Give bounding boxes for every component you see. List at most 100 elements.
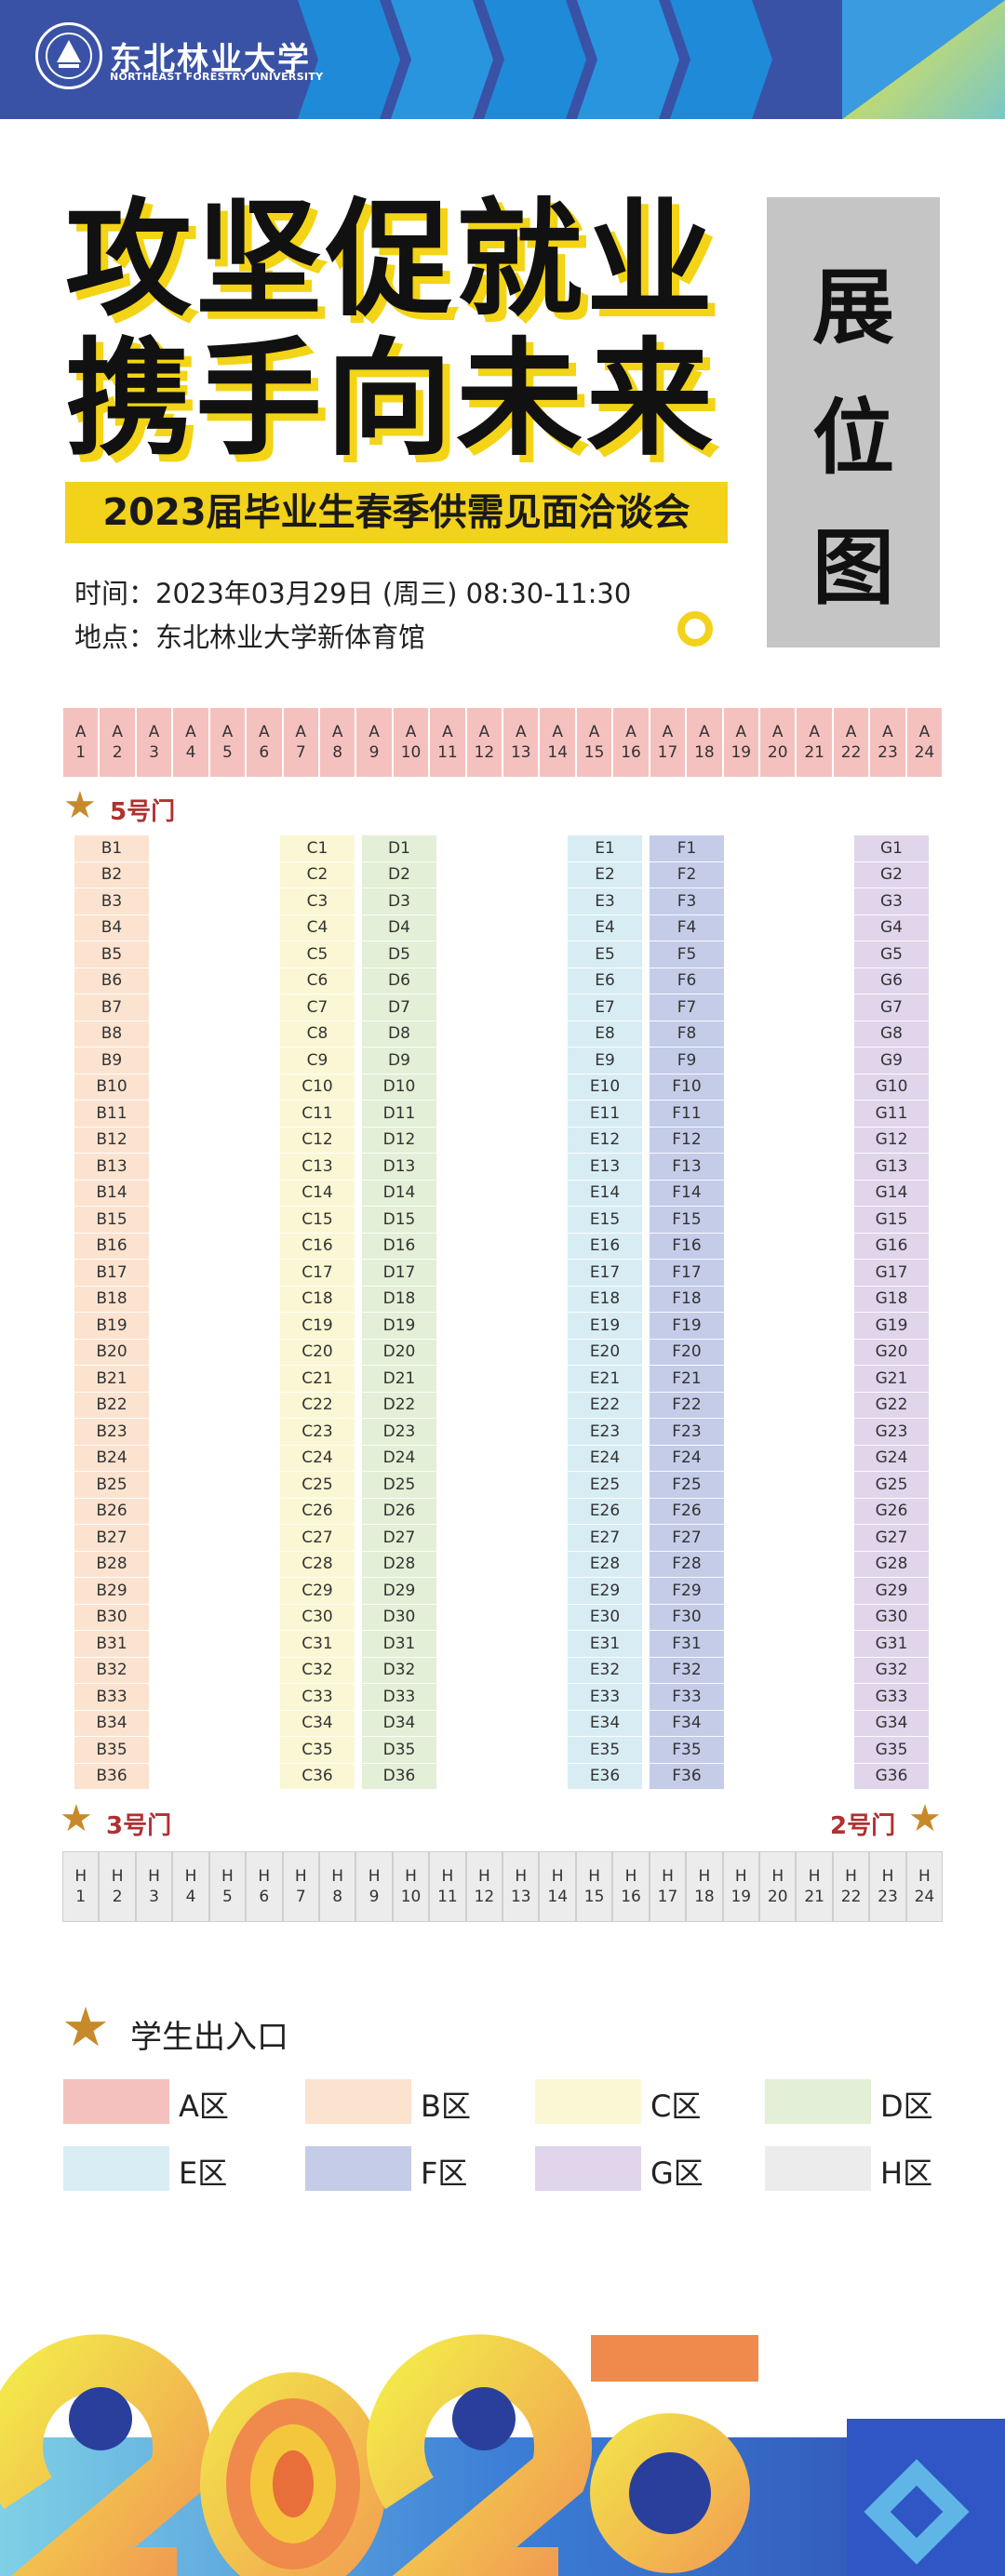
booth-cell[interactable]: D4 xyxy=(362,914,436,941)
booth-cell[interactable]: G27 xyxy=(854,1525,929,1552)
booth-cell[interactable]: D17 xyxy=(362,1260,436,1287)
booth-cell[interactable]: B17 xyxy=(74,1260,149,1287)
booth-cell[interactable]: F26 xyxy=(650,1498,724,1525)
booth-cell[interactable]: D6 xyxy=(362,968,436,994)
booth-cell[interactable]: E32 xyxy=(568,1657,642,1684)
booth-cell[interactable]: D5 xyxy=(362,941,436,968)
booth-cell[interactable]: B32 xyxy=(74,1657,149,1684)
booth-cell[interactable]: F10 xyxy=(650,1074,724,1101)
booth-cell[interactable]: E3 xyxy=(568,888,642,915)
booth-cell[interactable]: D29 xyxy=(362,1578,436,1605)
booth-cell[interactable]: E12 xyxy=(568,1127,642,1154)
booth-cell[interactable]: E10 xyxy=(568,1074,642,1101)
booth-cell[interactable]: B3 xyxy=(74,888,149,915)
booth-cell[interactable]: D36 xyxy=(362,1763,436,1790)
booth-cell[interactable]: E28 xyxy=(568,1551,642,1578)
booth-cell[interactable]: F35 xyxy=(650,1737,724,1764)
booth-cell[interactable]: G8 xyxy=(854,1021,929,1048)
booth-cell[interactable]: H 16 xyxy=(612,1851,650,1922)
booth-cell[interactable]: E29 xyxy=(568,1578,642,1605)
booth-cell[interactable]: G13 xyxy=(854,1154,929,1181)
booth-cell[interactable]: B2 xyxy=(74,861,149,888)
booth-cell[interactable]: E13 xyxy=(568,1154,642,1181)
booth-cell[interactable]: G24 xyxy=(854,1445,929,1472)
booth-cell[interactable]: E34 xyxy=(568,1710,642,1737)
booth-cell[interactable]: H 24 xyxy=(905,1851,944,1922)
booth-cell[interactable]: B21 xyxy=(74,1366,149,1393)
booth-cell[interactable]: F3 xyxy=(650,888,724,915)
booth-cell[interactable]: B26 xyxy=(74,1498,149,1525)
booth-cell[interactable]: C1 xyxy=(280,835,355,862)
booth-cell[interactable]: C21 xyxy=(280,1366,355,1393)
booth-cell[interactable]: G36 xyxy=(854,1763,929,1790)
booth-cell[interactable]: A 12 xyxy=(465,707,503,778)
booth-cell[interactable]: F9 xyxy=(650,1048,724,1074)
booth-cell[interactable]: G12 xyxy=(854,1127,929,1154)
booth-cell[interactable]: E22 xyxy=(568,1392,642,1419)
booth-cell[interactable]: B34 xyxy=(74,1710,149,1737)
booth-cell[interactable]: E6 xyxy=(568,968,642,994)
booth-cell[interactable]: G15 xyxy=(854,1207,929,1234)
booth-cell[interactable]: E15 xyxy=(568,1207,642,1234)
booth-cell[interactable]: D21 xyxy=(362,1366,436,1393)
booth-cell[interactable]: G19 xyxy=(854,1313,929,1340)
booth-cell[interactable]: D34 xyxy=(362,1710,436,1737)
booth-cell[interactable]: B8 xyxy=(74,1021,149,1048)
booth-cell[interactable]: D9 xyxy=(362,1048,436,1074)
booth-cell[interactable]: C8 xyxy=(280,1021,355,1048)
booth-cell[interactable]: C31 xyxy=(280,1631,355,1658)
booth-cell[interactable]: D8 xyxy=(362,1021,436,1048)
booth-cell[interactable]: C20 xyxy=(280,1339,355,1366)
booth-cell[interactable]: B1 xyxy=(74,835,149,862)
booth-cell[interactable]: C35 xyxy=(280,1737,355,1764)
booth-cell[interactable]: A 15 xyxy=(575,707,613,778)
booth-cell[interactable]: G6 xyxy=(854,968,929,994)
booth-cell[interactable]: D26 xyxy=(362,1498,436,1525)
booth-cell[interactable]: D30 xyxy=(362,1604,436,1631)
booth-cell[interactable]: B22 xyxy=(74,1392,149,1419)
booth-cell[interactable]: B35 xyxy=(74,1737,149,1764)
booth-cell[interactable]: B30 xyxy=(74,1604,149,1631)
booth-cell[interactable]: C24 xyxy=(280,1445,355,1472)
booth-cell[interactable]: A 23 xyxy=(869,707,906,778)
booth-cell[interactable]: D3 xyxy=(362,888,436,915)
booth-cell[interactable]: G30 xyxy=(854,1604,929,1631)
booth-cell[interactable]: F1 xyxy=(650,835,724,862)
booth-cell[interactable]: F17 xyxy=(650,1260,724,1287)
booth-cell[interactable]: H 22 xyxy=(832,1851,870,1922)
booth-cell[interactable]: H 18 xyxy=(686,1851,723,1922)
booth-cell[interactable]: C6 xyxy=(280,968,355,994)
booth-cell[interactable]: C34 xyxy=(280,1710,355,1737)
booth-cell[interactable]: D11 xyxy=(362,1101,436,1128)
booth-cell[interactable]: A 10 xyxy=(392,707,430,778)
booth-cell[interactable]: A 21 xyxy=(796,707,833,778)
booth-cell[interactable]: F5 xyxy=(650,941,724,968)
booth-cell[interactable]: F28 xyxy=(650,1551,724,1578)
booth-cell[interactable]: G23 xyxy=(854,1419,929,1446)
booth-cell[interactable]: F14 xyxy=(650,1180,724,1207)
booth-cell[interactable]: E27 xyxy=(568,1525,642,1552)
booth-cell[interactable]: D33 xyxy=(362,1684,436,1711)
booth-cell[interactable]: G22 xyxy=(854,1392,929,1419)
booth-cell[interactable]: C22 xyxy=(280,1392,355,1419)
booth-cell[interactable]: H 14 xyxy=(539,1851,576,1922)
booth-cell[interactable]: H 12 xyxy=(465,1851,503,1922)
booth-cell[interactable]: F20 xyxy=(650,1339,724,1366)
booth-cell[interactable]: B28 xyxy=(74,1551,149,1578)
booth-cell[interactable]: H 19 xyxy=(722,1851,760,1922)
booth-cell[interactable]: G7 xyxy=(854,994,929,1021)
booth-cell[interactable]: F15 xyxy=(650,1207,724,1234)
booth-cell[interactable]: G3 xyxy=(854,888,929,915)
booth-cell[interactable]: E4 xyxy=(568,914,642,941)
booth-cell[interactable]: D28 xyxy=(362,1551,436,1578)
booth-cell[interactable]: B24 xyxy=(74,1445,149,1472)
booth-cell[interactable]: G16 xyxy=(854,1233,929,1260)
booth-cell[interactable]: F8 xyxy=(650,1021,724,1048)
booth-cell[interactable]: H 10 xyxy=(392,1851,430,1922)
